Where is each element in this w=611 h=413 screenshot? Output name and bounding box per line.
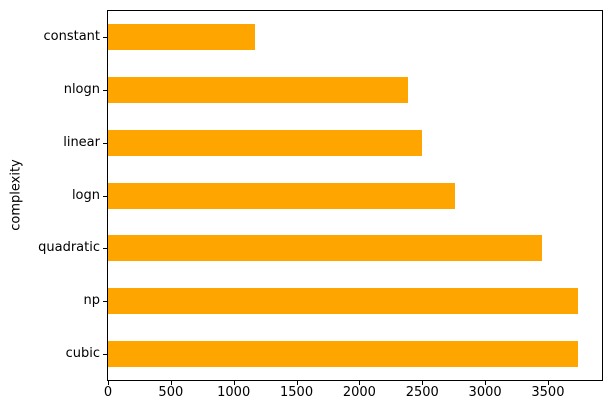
ytick-label-logn: logn xyxy=(71,187,100,203)
ytick-mark-cubic xyxy=(103,354,107,355)
ytick-label-nlogn: nlogn xyxy=(63,82,100,98)
xtick-label-0: 0 xyxy=(103,385,113,400)
ytick-label-np: np xyxy=(83,292,101,308)
xtick-label-500: 500 xyxy=(158,385,184,400)
ytick-mark-np xyxy=(103,301,107,302)
bar-nlogn xyxy=(108,77,408,104)
xtick-label-2000: 2000 xyxy=(342,385,376,400)
bar-linear xyxy=(108,129,422,156)
xtick-mark-3000 xyxy=(485,381,486,385)
bar-np xyxy=(108,287,579,314)
ytick-mark-constant xyxy=(103,37,107,38)
bar-constant xyxy=(108,24,256,51)
xtick-label-3000: 3000 xyxy=(468,385,502,400)
xtick-mark-500 xyxy=(171,381,172,385)
ytick-label-constant: constant xyxy=(43,29,100,45)
xtick-mark-1500 xyxy=(297,381,298,385)
xtick-label-2500: 2500 xyxy=(405,385,439,400)
bar-cubic xyxy=(108,340,579,367)
ytick-mark-linear xyxy=(103,143,107,144)
xtick-label-1000: 1000 xyxy=(217,385,251,400)
ytick-label-cubic: cubic xyxy=(65,345,100,361)
ytick-label-quadratic: quadratic xyxy=(38,240,100,256)
xtick-label-3500: 3500 xyxy=(531,385,565,400)
xtick-mark-1000 xyxy=(234,381,235,385)
ytick-mark-logn xyxy=(103,196,107,197)
xtick-label-1500: 1500 xyxy=(280,385,314,400)
ytick-mark-nlogn xyxy=(103,90,107,91)
xtick-mark-2000 xyxy=(359,381,360,385)
plot-area xyxy=(107,10,603,381)
xtick-mark-2500 xyxy=(422,381,423,385)
ytick-label-linear: linear xyxy=(63,134,100,150)
xtick-mark-0 xyxy=(108,381,109,385)
xtick-mark-3500 xyxy=(548,381,549,385)
bar-logn xyxy=(108,182,455,209)
ytick-mark-quadratic xyxy=(103,248,107,249)
bar-quadratic xyxy=(108,235,542,262)
